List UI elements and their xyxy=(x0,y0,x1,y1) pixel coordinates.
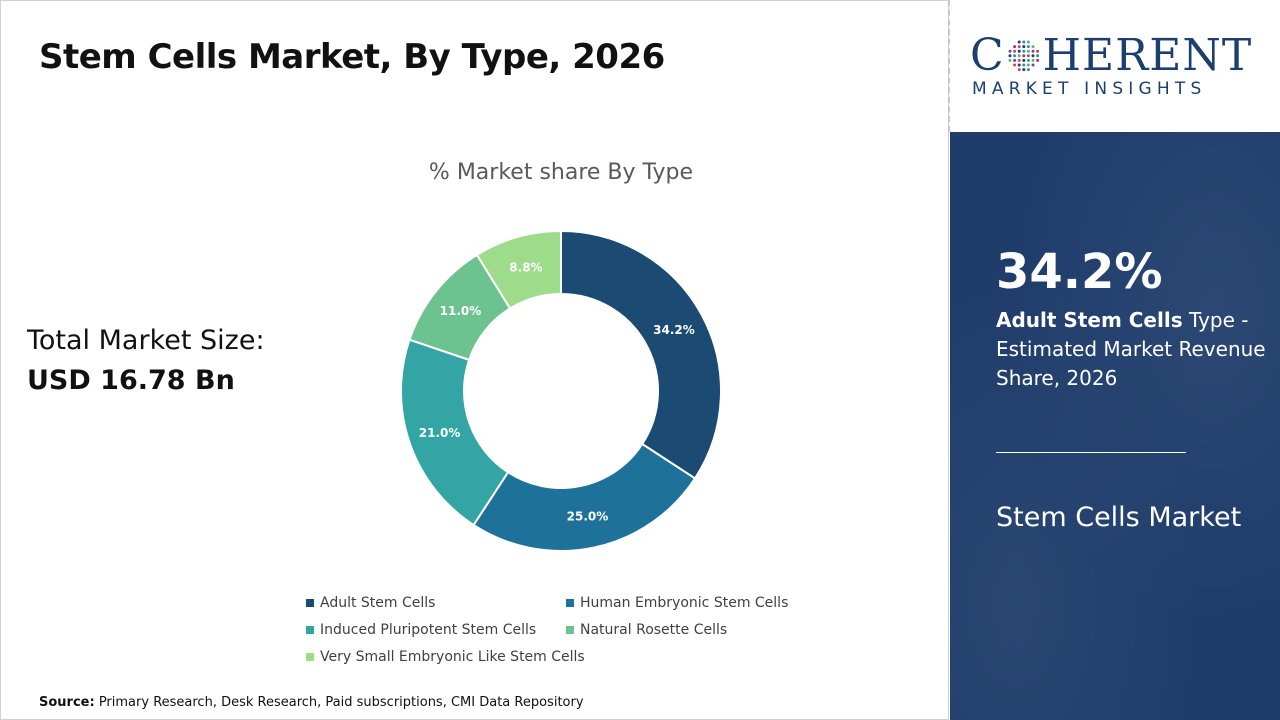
chart-title: % Market share By Type xyxy=(428,160,694,185)
legend-label-1: Human Embryonic Stem Cells xyxy=(580,595,789,611)
donut-label-1: 25.0% xyxy=(567,510,609,524)
highlight-description-rest: Type - Estimated Market Revenue Share, 2… xyxy=(996,308,1266,390)
legend-swatch-3 xyxy=(566,626,574,634)
legend-swatch-2 xyxy=(306,626,314,634)
donut-slice-4 xyxy=(475,229,562,310)
highlight-market-name: Stem Cells Market xyxy=(996,502,1242,533)
highlight-segment: Adult Stem Cells xyxy=(996,308,1183,332)
highlight-panel: 34.2% Adult Stem Cells Type - Estimated … xyxy=(950,132,1280,720)
company-logo: C HERENT MARKET INSIGHTS xyxy=(950,0,1280,132)
legend-item-3: Natural Rosette Cells xyxy=(566,622,727,638)
highlight-description: Adult Stem Cells Type - Estimated Market… xyxy=(996,306,1266,393)
legend-item-1: Human Embryonic Stem Cells xyxy=(566,595,788,611)
donut-label-3: 11.0% xyxy=(440,304,482,318)
source-text: Primary Research, Desk Research, Paid su… xyxy=(94,695,584,710)
legend-label-2: Induced Pluripotent Stem Cells xyxy=(320,622,537,638)
legend-item-2: Induced Pluripotent Stem Cells xyxy=(306,622,536,638)
total-market-size-value: USD 16.78 Bn xyxy=(27,365,235,396)
logo-tagline: MARKET INSIGHTS xyxy=(972,79,1207,99)
source-note: Source: Primary Research, Desk Research,… xyxy=(39,695,584,710)
legend-swatch-4 xyxy=(306,653,314,661)
donut-slice-2 xyxy=(400,338,510,527)
donut-slice-0 xyxy=(560,229,722,480)
logo-globe-icon xyxy=(1008,40,1039,71)
legend-item-0: Adult Stem Cells xyxy=(306,595,435,611)
donut-label-2: 21.0% xyxy=(419,426,461,440)
legend-swatch-1 xyxy=(566,599,574,607)
highlight-divider xyxy=(996,452,1186,453)
logo-wordmark: C HERENT xyxy=(970,30,1252,81)
donut-chart: 34.2% 25.0% 21.0% 11.0% 8.8% xyxy=(400,229,722,552)
total-market-size-label: Total Market Size: xyxy=(27,325,265,356)
highlight-value: 34.2% xyxy=(996,244,1163,300)
legend-item-4: Very Small Embryonic Like Stem Cells xyxy=(306,649,585,665)
legend-label-4: Very Small Embryonic Like Stem Cells xyxy=(320,649,585,665)
legend-swatch-0 xyxy=(306,599,314,607)
chart-panel: Stem Cells Market, By Type, 2026 Total M… xyxy=(0,0,949,720)
legend-label-0: Adult Stem Cells xyxy=(320,595,436,611)
donut-slice-1 xyxy=(472,442,697,552)
logo-word-start: C xyxy=(970,30,1005,81)
logo-word-end: HERENT xyxy=(1042,30,1253,81)
donut-label-0: 34.2% xyxy=(653,323,695,337)
source-label: Source: xyxy=(39,695,95,710)
legend-label-3: Natural Rosette Cells xyxy=(580,622,728,638)
divider xyxy=(948,0,950,132)
donut-label-4: 8.8% xyxy=(509,260,542,274)
page-title: Stem Cells Market, By Type, 2026 xyxy=(39,37,665,77)
